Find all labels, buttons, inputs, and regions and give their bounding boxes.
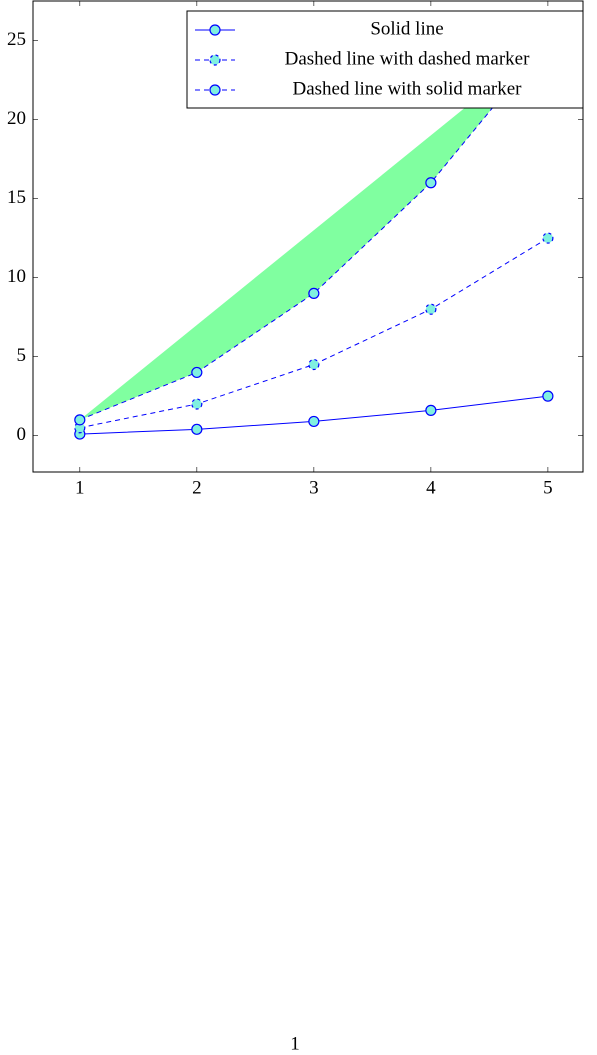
x-tick-label: 2 bbox=[192, 477, 202, 498]
x-tick-label: 5 bbox=[543, 477, 553, 498]
marker bbox=[308, 358, 320, 371]
marker bbox=[74, 414, 86, 426]
fill-area bbox=[79, 40, 548, 420]
y-tick-label: 5 bbox=[17, 345, 27, 366]
marker bbox=[209, 84, 221, 96]
marker bbox=[191, 398, 203, 410]
page-number: 1 bbox=[290, 1033, 300, 1054]
marker bbox=[191, 366, 203, 379]
y-tick-label: 10 bbox=[7, 266, 26, 287]
series-line bbox=[79, 40, 549, 421]
legend-label: Dashed line with solid marker bbox=[292, 78, 522, 99]
legend-label: Solid line bbox=[370, 18, 443, 39]
x-tick-label: 3 bbox=[309, 477, 319, 498]
marker bbox=[542, 390, 554, 402]
marker bbox=[74, 422, 86, 434]
marker bbox=[308, 287, 320, 299]
y-tick-label: 15 bbox=[7, 187, 26, 208]
marker bbox=[209, 24, 221, 36]
marker bbox=[308, 415, 320, 428]
marker bbox=[425, 177, 437, 189]
y-tick-label: 0 bbox=[17, 424, 27, 445]
marker bbox=[425, 404, 437, 416]
x-tick-label: 1 bbox=[75, 477, 85, 498]
series-line bbox=[79, 237, 549, 429]
legend-label: Dashed line with dashed marker bbox=[285, 48, 530, 69]
series-line bbox=[79, 395, 548, 435]
marker bbox=[542, 232, 554, 244]
marker bbox=[425, 303, 437, 315]
plot-layer bbox=[74, 34, 554, 440]
y-tick-label: 20 bbox=[7, 108, 26, 129]
legend-box bbox=[186, 10, 584, 109]
marker bbox=[209, 54, 221, 66]
plot-frame bbox=[32, 0, 584, 473]
x-tick-label: 4 bbox=[426, 477, 436, 498]
y-tick-label: 25 bbox=[7, 29, 26, 50]
marker bbox=[191, 423, 203, 435]
